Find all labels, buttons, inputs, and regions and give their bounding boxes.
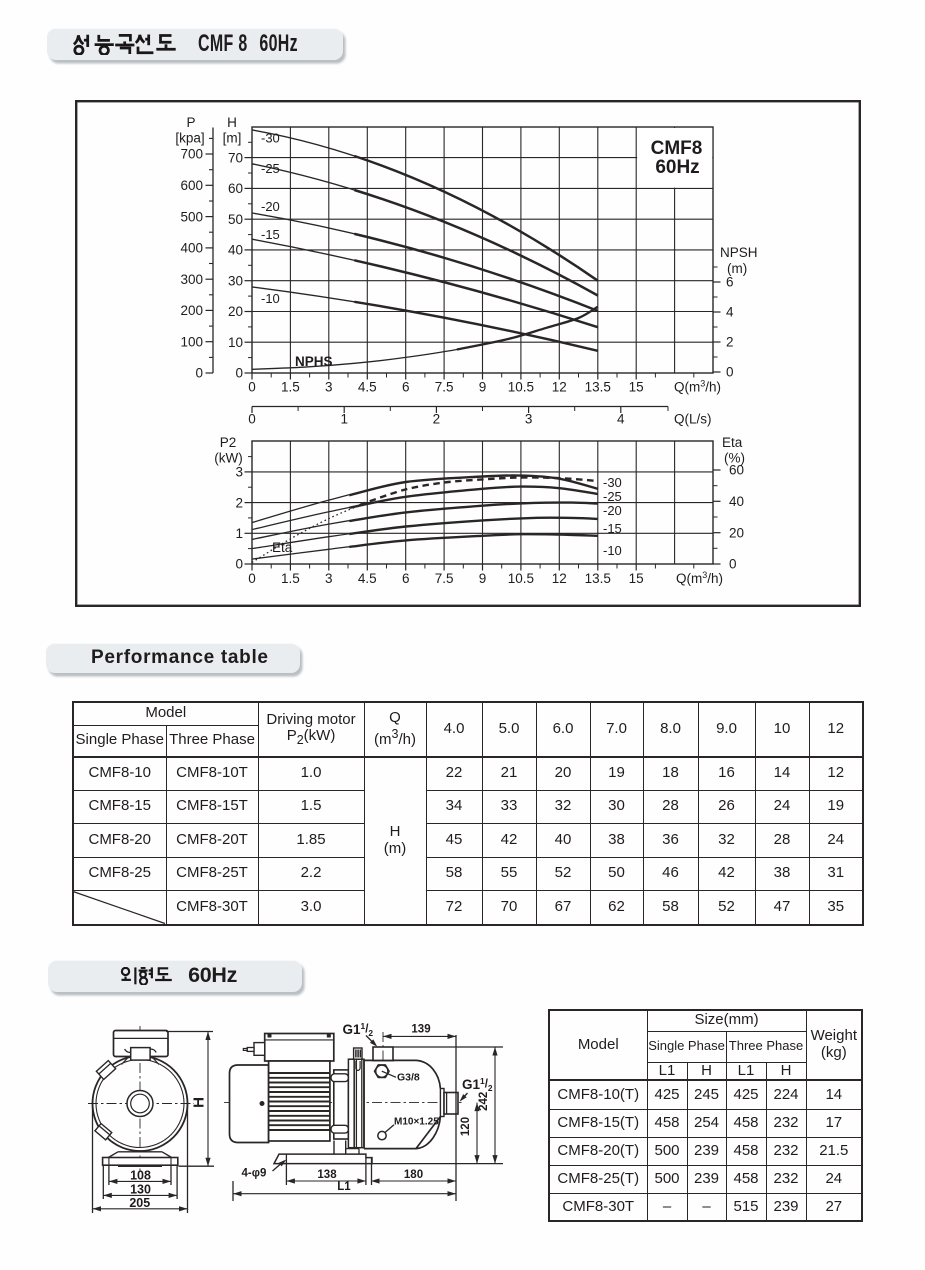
svg-text:1: 1: [340, 412, 348, 427]
svg-text:4.5: 4.5: [358, 380, 377, 395]
svg-text:3: 3: [325, 380, 333, 395]
svg-text:20: 20: [729, 525, 744, 540]
svg-text:G11/2: G11/2: [343, 1021, 374, 1038]
svg-text:4.5: 4.5: [358, 571, 377, 586]
svg-text:1.5: 1.5: [281, 380, 300, 395]
svg-text:500: 500: [180, 209, 203, 224]
svg-text:200: 200: [180, 303, 203, 318]
svg-text:12: 12: [552, 380, 567, 395]
svg-text:-15: -15: [603, 521, 622, 536]
svg-text:-25: -25: [261, 161, 280, 176]
svg-text:1: 1: [235, 526, 243, 541]
svg-text:130: 130: [130, 1183, 151, 1197]
svg-text:(kW): (kW): [214, 451, 242, 466]
svg-text:60Hz: 60Hz: [655, 157, 699, 178]
svg-text:138: 138: [317, 1169, 337, 1181]
svg-text:NPHS: NPHS: [295, 354, 333, 369]
svg-text:P2: P2: [220, 435, 237, 450]
svg-text:Q(L/s): Q(L/s): [674, 412, 712, 427]
svg-text:180: 180: [404, 1169, 423, 1181]
svg-text:40: 40: [228, 243, 243, 258]
svg-text:4-φ9: 4-φ9: [242, 1168, 267, 1180]
svg-text:1.5: 1.5: [281, 571, 300, 586]
svg-text:H: H: [227, 115, 237, 130]
svg-text:P: P: [186, 115, 195, 130]
svg-text:(m): (m): [727, 261, 747, 276]
svg-text:CMF8: CMF8: [651, 138, 703, 159]
svg-text:10: 10: [228, 335, 243, 350]
svg-text:100: 100: [180, 334, 203, 349]
svg-text:9: 9: [479, 571, 487, 586]
svg-text:-15: -15: [261, 227, 280, 242]
svg-text:30: 30: [228, 273, 243, 288]
svg-text:0: 0: [235, 557, 243, 572]
svg-text:2: 2: [433, 412, 441, 427]
svg-text:-25: -25: [603, 489, 622, 504]
svg-text:242: 242: [478, 1092, 490, 1111]
svg-text:9: 9: [479, 380, 487, 395]
svg-text:[kpa]: [kpa]: [175, 131, 204, 146]
svg-text:139: 139: [411, 1024, 430, 1036]
svg-text:0: 0: [248, 412, 256, 427]
svg-text:60: 60: [729, 463, 744, 478]
svg-text:G3/8: G3/8: [397, 1072, 420, 1084]
svg-text:13.5: 13.5: [585, 380, 611, 395]
svg-text:70: 70: [228, 150, 243, 165]
svg-text:-30: -30: [603, 475, 622, 490]
svg-text:-20: -20: [261, 199, 280, 214]
svg-text:6: 6: [402, 571, 410, 586]
svg-text:10.5: 10.5: [508, 380, 534, 395]
svg-text:Q(m3/h): Q(m3/h): [676, 570, 723, 586]
svg-text:Eta: Eta: [722, 435, 743, 450]
svg-text:[m]: [m]: [223, 131, 242, 146]
svg-text:6: 6: [726, 275, 734, 290]
svg-text:3: 3: [525, 412, 533, 427]
svg-text:Eta: Eta: [272, 540, 293, 555]
svg-text:NPSH: NPSH: [720, 245, 758, 260]
svg-text:H: H: [191, 1097, 208, 1108]
svg-text:0: 0: [726, 365, 734, 380]
svg-text:-10: -10: [261, 291, 280, 306]
svg-text:(%): (%): [724, 451, 745, 466]
svg-text:205: 205: [129, 1196, 150, 1210]
svg-text:M10×1.25: M10×1.25: [394, 1117, 439, 1128]
svg-text:Q(m3/h): Q(m3/h): [674, 379, 721, 395]
svg-text:7.5: 7.5: [435, 571, 454, 586]
svg-text:13.5: 13.5: [585, 571, 611, 586]
svg-text:600: 600: [180, 178, 203, 193]
svg-text:40: 40: [729, 494, 744, 509]
svg-text:15: 15: [629, 571, 644, 586]
svg-text:15: 15: [629, 380, 644, 395]
svg-text:4: 4: [726, 305, 734, 320]
svg-text:6: 6: [402, 380, 410, 395]
svg-text:7.5: 7.5: [435, 380, 454, 395]
svg-text:20: 20: [228, 304, 243, 319]
svg-text:60: 60: [228, 181, 243, 196]
svg-text:300: 300: [180, 272, 203, 287]
svg-text:L1: L1: [337, 1181, 351, 1193]
svg-text:10.5: 10.5: [508, 571, 534, 586]
svg-text:0: 0: [248, 571, 256, 586]
svg-text:G11/2: G11/2: [462, 1076, 493, 1093]
svg-text:-10: -10: [603, 543, 622, 558]
svg-text:700: 700: [180, 147, 203, 162]
svg-text:400: 400: [180, 241, 203, 256]
svg-text:3: 3: [325, 571, 333, 586]
svg-text:108: 108: [130, 1169, 151, 1183]
svg-text:50: 50: [228, 212, 243, 227]
svg-text:0: 0: [195, 366, 203, 381]
svg-text:4: 4: [617, 412, 625, 427]
svg-text:0: 0: [729, 557, 737, 572]
svg-text:-20: -20: [603, 503, 622, 518]
svg-text:0: 0: [235, 366, 243, 381]
svg-text:3: 3: [235, 465, 243, 480]
svg-text:0: 0: [248, 380, 256, 395]
svg-text:120: 120: [460, 1117, 472, 1136]
svg-text:-30: -30: [261, 131, 280, 146]
svg-text:12: 12: [552, 571, 567, 586]
svg-text:2: 2: [235, 495, 243, 510]
svg-text:2: 2: [726, 335, 734, 350]
